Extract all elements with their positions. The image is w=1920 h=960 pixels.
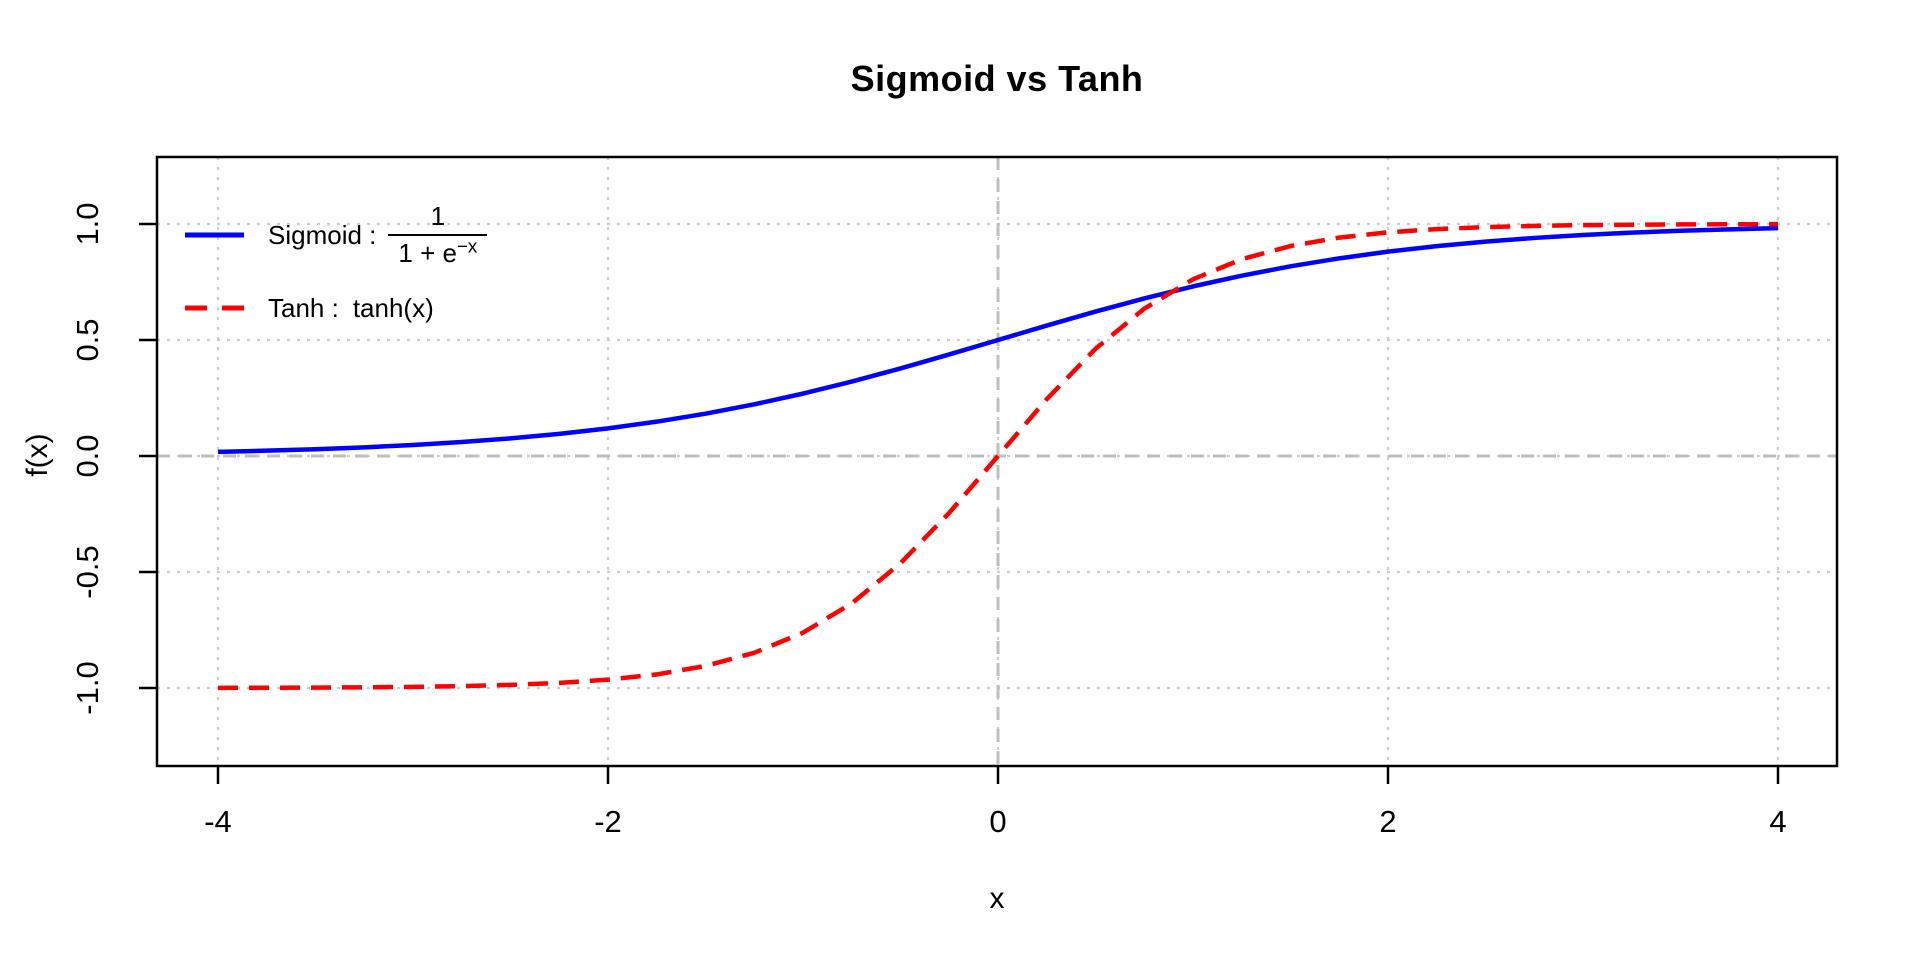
legend-item-sigmoid: Sigmoid : 1 1 + e−x xyxy=(185,192,488,278)
legend-tanh-formula: tanh(x) xyxy=(352,292,434,323)
y-axis-label: f(x) xyxy=(21,433,54,477)
y-tick-label: -0.5 xyxy=(70,545,105,599)
x-axis-label: x xyxy=(989,882,1005,915)
chart-title: Sigmoid vs Tanh xyxy=(850,58,1144,99)
x-tick-label: 0 xyxy=(989,804,1007,839)
data-curves xyxy=(217,221,1779,691)
tanh-curve xyxy=(217,221,1779,691)
axes-frame xyxy=(139,155,1839,784)
fraction-denominator: 1 + e−x xyxy=(388,233,488,269)
x-tick-label: 2 xyxy=(1379,804,1397,839)
x-tick-label: -4 xyxy=(204,804,232,839)
x-tick-label: -2 xyxy=(594,804,622,839)
legend-item-tanh: Tanh : tanh(x) xyxy=(185,280,434,336)
y-tick-label: 0.0 xyxy=(70,434,105,478)
legend-sigmoid-formula: 1 1 + e−x xyxy=(388,200,488,269)
fraction-denominator-base: 1 + e xyxy=(398,237,457,268)
y-tick-label: 1.0 xyxy=(70,202,105,246)
fraction-numerator: 1 xyxy=(430,200,446,231)
sigmoid-curve xyxy=(217,225,1779,455)
legend-tanh-label: Tanh : xyxy=(268,292,339,323)
y-tick-label: -1.0 xyxy=(70,661,105,715)
tanh-line-sample-icon xyxy=(185,305,244,311)
fraction-denominator-exponent: −x xyxy=(456,234,478,256)
sigmoid-line-sample-icon xyxy=(185,232,244,238)
legend-sigmoid-label: Sigmoid : xyxy=(268,219,377,250)
y-tick-label: 0.5 xyxy=(70,318,105,362)
x-tick-label: 4 xyxy=(1769,804,1787,839)
